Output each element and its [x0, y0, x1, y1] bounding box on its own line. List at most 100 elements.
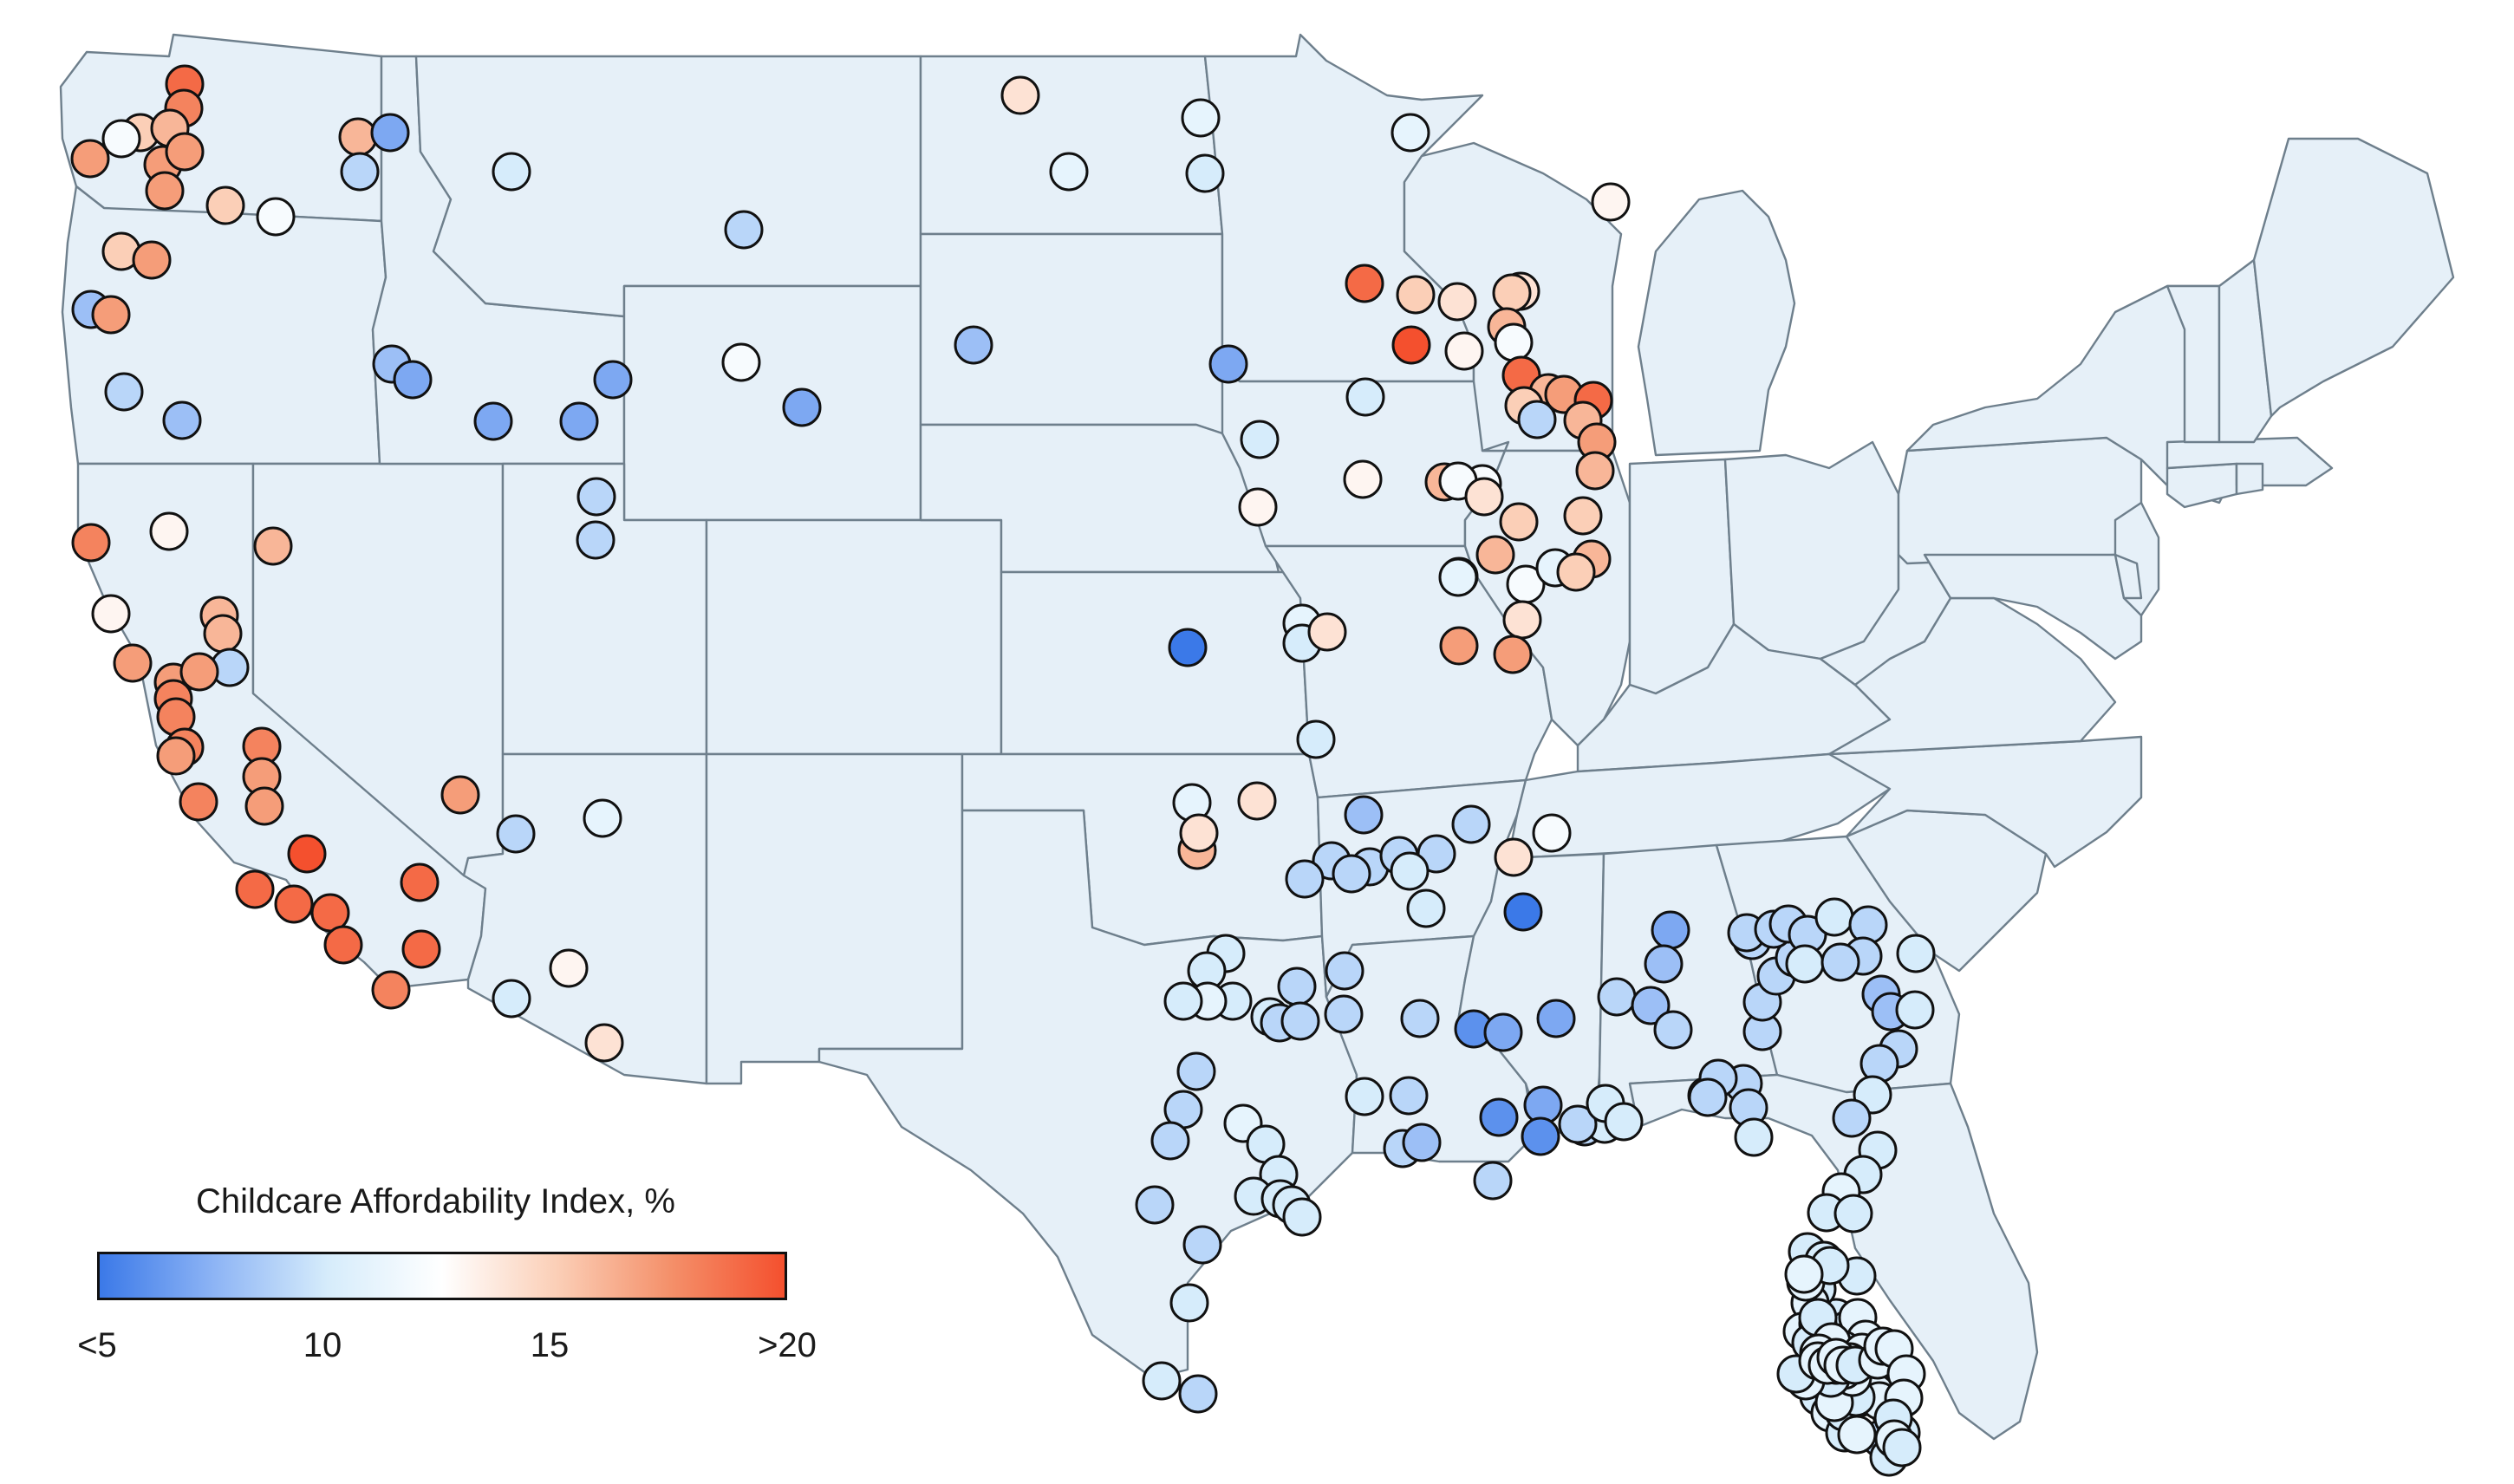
city-dot [721, 342, 761, 382]
state-me [2252, 137, 2455, 418]
city-dot [203, 614, 243, 654]
city-dot [1653, 1010, 1693, 1050]
city-dot [1895, 990, 1935, 1030]
city-dot [1837, 1415, 1877, 1455]
city-dot [1296, 719, 1336, 759]
city-dot [1493, 635, 1533, 674]
state-mi [1637, 189, 1796, 457]
city-dot [584, 1023, 624, 1063]
city-dot [400, 862, 440, 902]
state-vt [2166, 284, 2221, 444]
city-dot [1451, 804, 1491, 844]
legend-tick-min: <5 [77, 1326, 117, 1364]
state-ks [1000, 570, 1311, 756]
city-dot [1473, 1161, 1513, 1201]
city-dot [593, 360, 633, 400]
city-dot [1345, 377, 1385, 417]
state-ct [2166, 462, 2238, 509]
city-dot [1282, 1197, 1322, 1237]
city-dot [1597, 977, 1637, 1017]
city-dot [132, 240, 172, 280]
city-dot [1324, 994, 1364, 1034]
city-dot [1168, 628, 1208, 667]
city-dot [1558, 1104, 1598, 1144]
city-dot [1325, 951, 1364, 991]
city-dot [70, 139, 110, 179]
city-dot [1475, 535, 1515, 575]
city-dot [1517, 400, 1557, 439]
city-dot [1833, 1194, 1873, 1233]
city-dot [1343, 459, 1383, 499]
city-dot [1185, 153, 1225, 193]
city-dot [393, 360, 433, 400]
city-dot [1814, 897, 1854, 937]
city-dot [104, 372, 144, 412]
states-layer [59, 33, 2455, 1441]
city-dot [559, 401, 599, 441]
city-dot [401, 929, 441, 969]
city-dot [91, 594, 131, 634]
city-dot [1631, 986, 1671, 1025]
city-dot [782, 387, 822, 427]
city-dot [1238, 487, 1278, 527]
state-nm [705, 752, 964, 1085]
state-pa [1897, 436, 2143, 565]
city-dot [1536, 999, 1576, 1038]
city-dot [1494, 322, 1534, 362]
legend-tick-max: >20 [758, 1326, 817, 1364]
city-dot [1688, 1077, 1728, 1117]
city-dot [1644, 944, 1684, 984]
city-dot [1237, 781, 1277, 821]
city-dot [496, 814, 536, 854]
city-dot [1277, 967, 1317, 1006]
city-dot [724, 210, 764, 250]
city-dot [205, 186, 245, 225]
city-dot [1163, 981, 1203, 1021]
city-dot [576, 520, 615, 560]
city-dot [1439, 626, 1479, 666]
legend-title: Childcare Affordability Index, % [196, 1182, 675, 1220]
city-dot [1521, 1116, 1560, 1156]
city-dot [1332, 854, 1371, 894]
state-wv [1819, 553, 1952, 687]
city-dot [583, 798, 622, 838]
city-dots-layer [70, 64, 1936, 1477]
state-de [2113, 553, 2143, 600]
city-dot [91, 295, 131, 335]
city-dot [235, 869, 275, 909]
state-mt [414, 55, 922, 318]
legend-tick-15: 15 [530, 1326, 570, 1364]
city-dot [492, 152, 531, 192]
city-dot [1438, 557, 1478, 597]
city-dot [1483, 1012, 1523, 1052]
city-dot [1556, 552, 1596, 592]
city-dot [576, 477, 616, 517]
city-dot [162, 400, 202, 440]
city-dot [1390, 851, 1430, 891]
city-dot [1389, 1076, 1429, 1116]
city-dot [1176, 1051, 1216, 1091]
city-dot [149, 511, 189, 551]
city-dot [101, 119, 141, 159]
city-dot [256, 197, 296, 237]
city-dot [1896, 934, 1936, 973]
city-dot [1604, 1102, 1644, 1142]
city-dot [1406, 888, 1446, 928]
city-dot [1499, 502, 1539, 542]
city-dot [1150, 1121, 1190, 1161]
city-dot [1532, 813, 1572, 853]
city-dot [492, 979, 531, 1019]
city-dot [1832, 1098, 1872, 1138]
city-dot [253, 526, 293, 566]
city-dot [156, 736, 196, 776]
city-dot [440, 775, 480, 815]
city-dot [1344, 795, 1384, 835]
city-dot [371, 970, 411, 1010]
state-ri [2235, 462, 2264, 496]
city-dot [1734, 1117, 1774, 1157]
city-dot [1444, 331, 1484, 371]
city-dot [1785, 944, 1825, 984]
city-dot [1179, 813, 1219, 853]
